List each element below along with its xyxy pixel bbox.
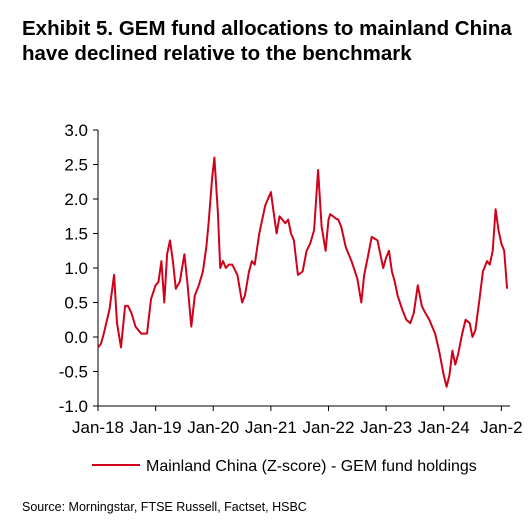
legend-label: Mainland China (Z-score) - GEM fund hold… [146, 458, 477, 475]
y-tick-label: 3.0 [64, 121, 88, 140]
y-tick-label: 1.0 [64, 259, 88, 278]
x-tick-label: Jan-20 [187, 418, 239, 437]
x-tick-label: Jan-2 [480, 418, 523, 437]
y-tick-label: -0.5 [59, 363, 88, 382]
legend: Mainland China (Z-score) - GEM fund hold… [92, 458, 477, 475]
x-tick-label: Jan-23 [360, 418, 412, 437]
y-tick-label: 0.0 [64, 328, 88, 347]
y-tick-label: 0.5 [64, 294, 88, 313]
chart-title: Exhibit 5. GEM fund allocations to mainl… [22, 17, 512, 65]
y-axis-ticks: 3.0 2.5 2.0 1.5 1.0 0.5 0.0 -0.5 -1.0 [59, 121, 98, 416]
x-tick-label: Jan-18 [72, 418, 124, 437]
x-tick-label: Jan-24 [418, 418, 470, 437]
y-tick-label: 1.5 [64, 225, 88, 244]
x-tick-label: Jan-21 [245, 418, 297, 437]
x-axis-ticks: Jan-18 Jan-19 Jan-20 Jan-21 Jan-22 Jan-23 Jan-… [72, 406, 523, 437]
series-line-mainland-china [97, 156, 509, 388]
y-tick-label: -1.0 [59, 397, 88, 416]
x-tick-label: Jan-22 [302, 418, 354, 437]
x-tick-label: Jan-19 [130, 418, 182, 437]
series-group [97, 156, 509, 388]
y-tick-label: 2.0 [64, 190, 88, 209]
y-tick-label: 2.5 [64, 156, 88, 175]
source-note: Source: Morningstar, FTSE Russell, Facts… [22, 500, 307, 514]
